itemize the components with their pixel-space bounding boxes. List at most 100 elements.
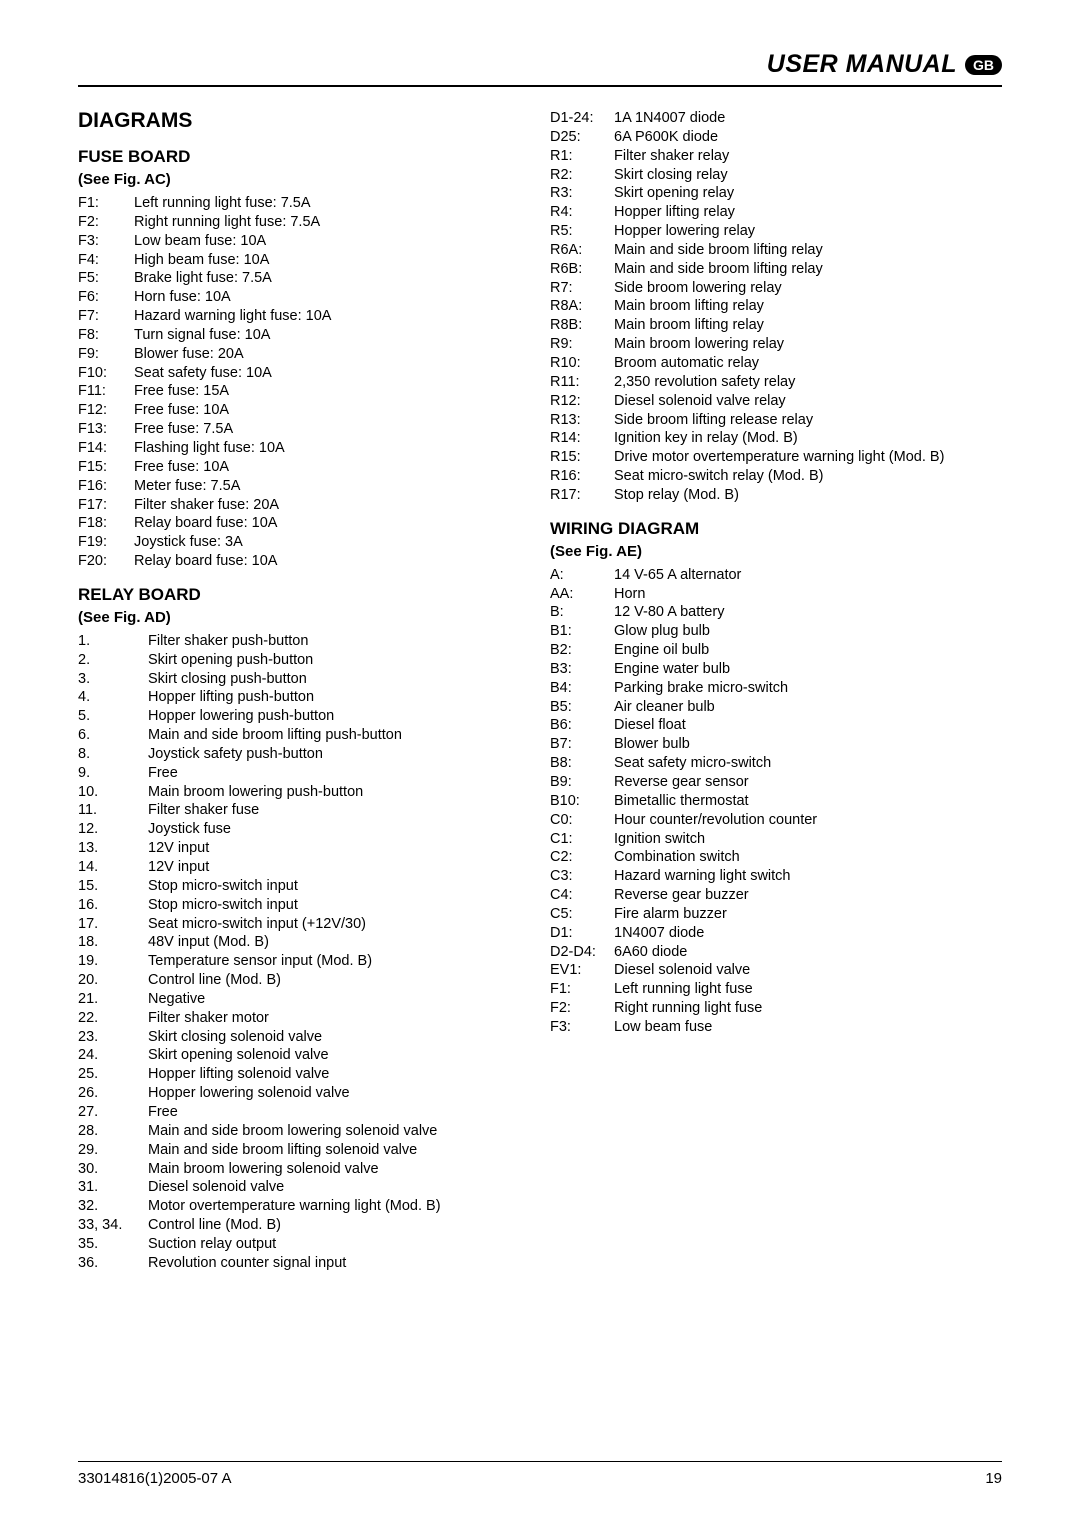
list-item: R8A:Main broom lifting relay: [550, 297, 1002, 316]
list-item-key: R17:: [550, 486, 614, 505]
list-item-key: F5:: [78, 269, 134, 288]
list-item: F11:Free fuse: 15A: [78, 382, 530, 401]
list-item-key: 28.: [78, 1122, 148, 1141]
list-item-value: High beam fuse: 10A: [134, 251, 530, 270]
list-item-key: R3:: [550, 184, 614, 203]
list-item-key: B2:: [550, 641, 614, 660]
list-item: F5:Brake light fuse: 7.5A: [78, 269, 530, 288]
list-item-value: Side broom lowering relay: [614, 279, 1002, 298]
list-item-key: 20.: [78, 971, 148, 990]
list-item: F4:High beam fuse: 10A: [78, 251, 530, 270]
list-item: R6A:Main and side broom lifting relay: [550, 241, 1002, 260]
list-item-value: Low beam fuse: 10A: [134, 232, 530, 251]
list-item-key: 3.: [78, 670, 148, 689]
list-item-value: Motor overtemperature warning light (Mod…: [148, 1197, 530, 1216]
list-item-value: Diesel float: [614, 716, 1002, 735]
list-item: R10:Broom automatic relay: [550, 354, 1002, 373]
list-item-value: Flashing light fuse: 10A: [134, 439, 530, 458]
list-item: R7:Side broom lowering relay: [550, 279, 1002, 298]
wiring-diagram-list: A:14 V-65 A alternatorAA:HornB:12 V-80 A…: [550, 566, 1002, 1037]
list-item-key: F7:: [78, 307, 134, 326]
list-item-value: Glow plug bulb: [614, 622, 1002, 641]
list-item-key: 12.: [78, 820, 148, 839]
list-item: 23.Skirt closing solenoid valve: [78, 1028, 530, 1047]
list-item-key: 29.: [78, 1141, 148, 1160]
list-item-key: C4:: [550, 886, 614, 905]
relay-board-figref: (See Fig. AD): [78, 609, 530, 626]
list-item: 21.Negative: [78, 990, 530, 1009]
list-item-key: F11:: [78, 382, 134, 401]
list-item: D2-D4:6A60 diode: [550, 943, 1002, 962]
list-item: R2:Skirt closing relay: [550, 166, 1002, 185]
list-item-key: 1.: [78, 632, 148, 651]
header-title: USER MANUAL: [767, 50, 957, 79]
list-item: 9.Free: [78, 764, 530, 783]
list-item-key: C1:: [550, 830, 614, 849]
list-item: B3:Engine water bulb: [550, 660, 1002, 679]
list-item-key: 27.: [78, 1103, 148, 1122]
list-item: 19.Temperature sensor input (Mod. B): [78, 952, 530, 971]
list-item-value: 14 V-65 A alternator: [614, 566, 1002, 585]
list-item-value: Right running light fuse: [614, 999, 1002, 1018]
list-item-value: Skirt opening push-button: [148, 651, 530, 670]
list-item-key: 35.: [78, 1235, 148, 1254]
list-item-key: F3:: [78, 232, 134, 251]
list-item-value: Parking brake micro-switch: [614, 679, 1002, 698]
list-item: F3:Low beam fuse: [550, 1018, 1002, 1037]
list-item-key: B10:: [550, 792, 614, 811]
list-item: F1:Left running light fuse: [550, 980, 1002, 999]
list-item-key: 15.: [78, 877, 148, 896]
list-item: R15:Drive motor overtemperature warning …: [550, 448, 1002, 467]
list-item-value: Hopper lifting solenoid valve: [148, 1065, 530, 1084]
list-item-key: R6B:: [550, 260, 614, 279]
list-item: F10:Seat safety fuse: 10A: [78, 364, 530, 383]
list-item-value: Stop micro-switch input: [148, 896, 530, 915]
list-item-value: Control line (Mod. B): [148, 971, 530, 990]
footer-page-number: 19: [985, 1470, 1002, 1487]
diagrams-heading: DIAGRAMS: [78, 109, 530, 133]
list-item-key: F16:: [78, 477, 134, 496]
list-item-key: D2-D4:: [550, 943, 614, 962]
list-item-value: Diesel solenoid valve: [148, 1178, 530, 1197]
list-item: F7:Hazard warning light fuse: 10A: [78, 307, 530, 326]
list-item-value: Engine water bulb: [614, 660, 1002, 679]
list-item-value: Filter shaker motor: [148, 1009, 530, 1028]
relay-diode-list: D1-24:1A 1N4007 diodeD25:6A P600K diodeR…: [550, 109, 1002, 505]
list-item-value: Meter fuse: 7.5A: [134, 477, 530, 496]
list-item: F2:Right running light fuse: [550, 999, 1002, 1018]
list-item: 33, 34.Control line (Mod. B): [78, 1216, 530, 1235]
right-column: D1-24:1A 1N4007 diodeD25:6A P600K diodeR…: [550, 109, 1002, 1273]
list-item: R17:Stop relay (Mod. B): [550, 486, 1002, 505]
list-item-key: R9:: [550, 335, 614, 354]
list-item: C0:Hour counter/revolution counter: [550, 811, 1002, 830]
page-footer: 33014816(1)2005-07 A 19: [78, 1461, 1002, 1487]
list-item: 14.12V input: [78, 858, 530, 877]
list-item: 2.Skirt opening push-button: [78, 651, 530, 670]
list-item-value: Free fuse: 10A: [134, 401, 530, 420]
list-item-key: R10:: [550, 354, 614, 373]
list-item-value: 1N4007 diode: [614, 924, 1002, 943]
list-item: F15:Free fuse: 10A: [78, 458, 530, 477]
list-item-value: Hazard warning light fuse: 10A: [134, 307, 530, 326]
list-item-key: D1:: [550, 924, 614, 943]
list-item-key: F8:: [78, 326, 134, 345]
list-item-key: 36.: [78, 1254, 148, 1273]
list-item-key: F3:: [550, 1018, 614, 1037]
list-item: R11:2,350 revolution safety relay: [550, 373, 1002, 392]
list-item-key: 32.: [78, 1197, 148, 1216]
list-item: 13.12V input: [78, 839, 530, 858]
list-item-value: 12 V-80 A battery: [614, 603, 1002, 622]
list-item-key: 16.: [78, 896, 148, 915]
wiring-diagram-figref: (See Fig. AE): [550, 543, 1002, 560]
list-item-value: Bimetallic thermostat: [614, 792, 1002, 811]
list-item-value: Free: [148, 1103, 530, 1122]
list-item-key: B6:: [550, 716, 614, 735]
list-item: R8B:Main broom lifting relay: [550, 316, 1002, 335]
relay-board-heading: RELAY BOARD: [78, 585, 530, 605]
list-item: R12:Diesel solenoid valve relay: [550, 392, 1002, 411]
list-item-value: Relay board fuse: 10A: [134, 552, 530, 571]
list-item: F9:Blower fuse: 20A: [78, 345, 530, 364]
list-item-key: R12:: [550, 392, 614, 411]
list-item-value: Suction relay output: [148, 1235, 530, 1254]
list-item: 35.Suction relay output: [78, 1235, 530, 1254]
